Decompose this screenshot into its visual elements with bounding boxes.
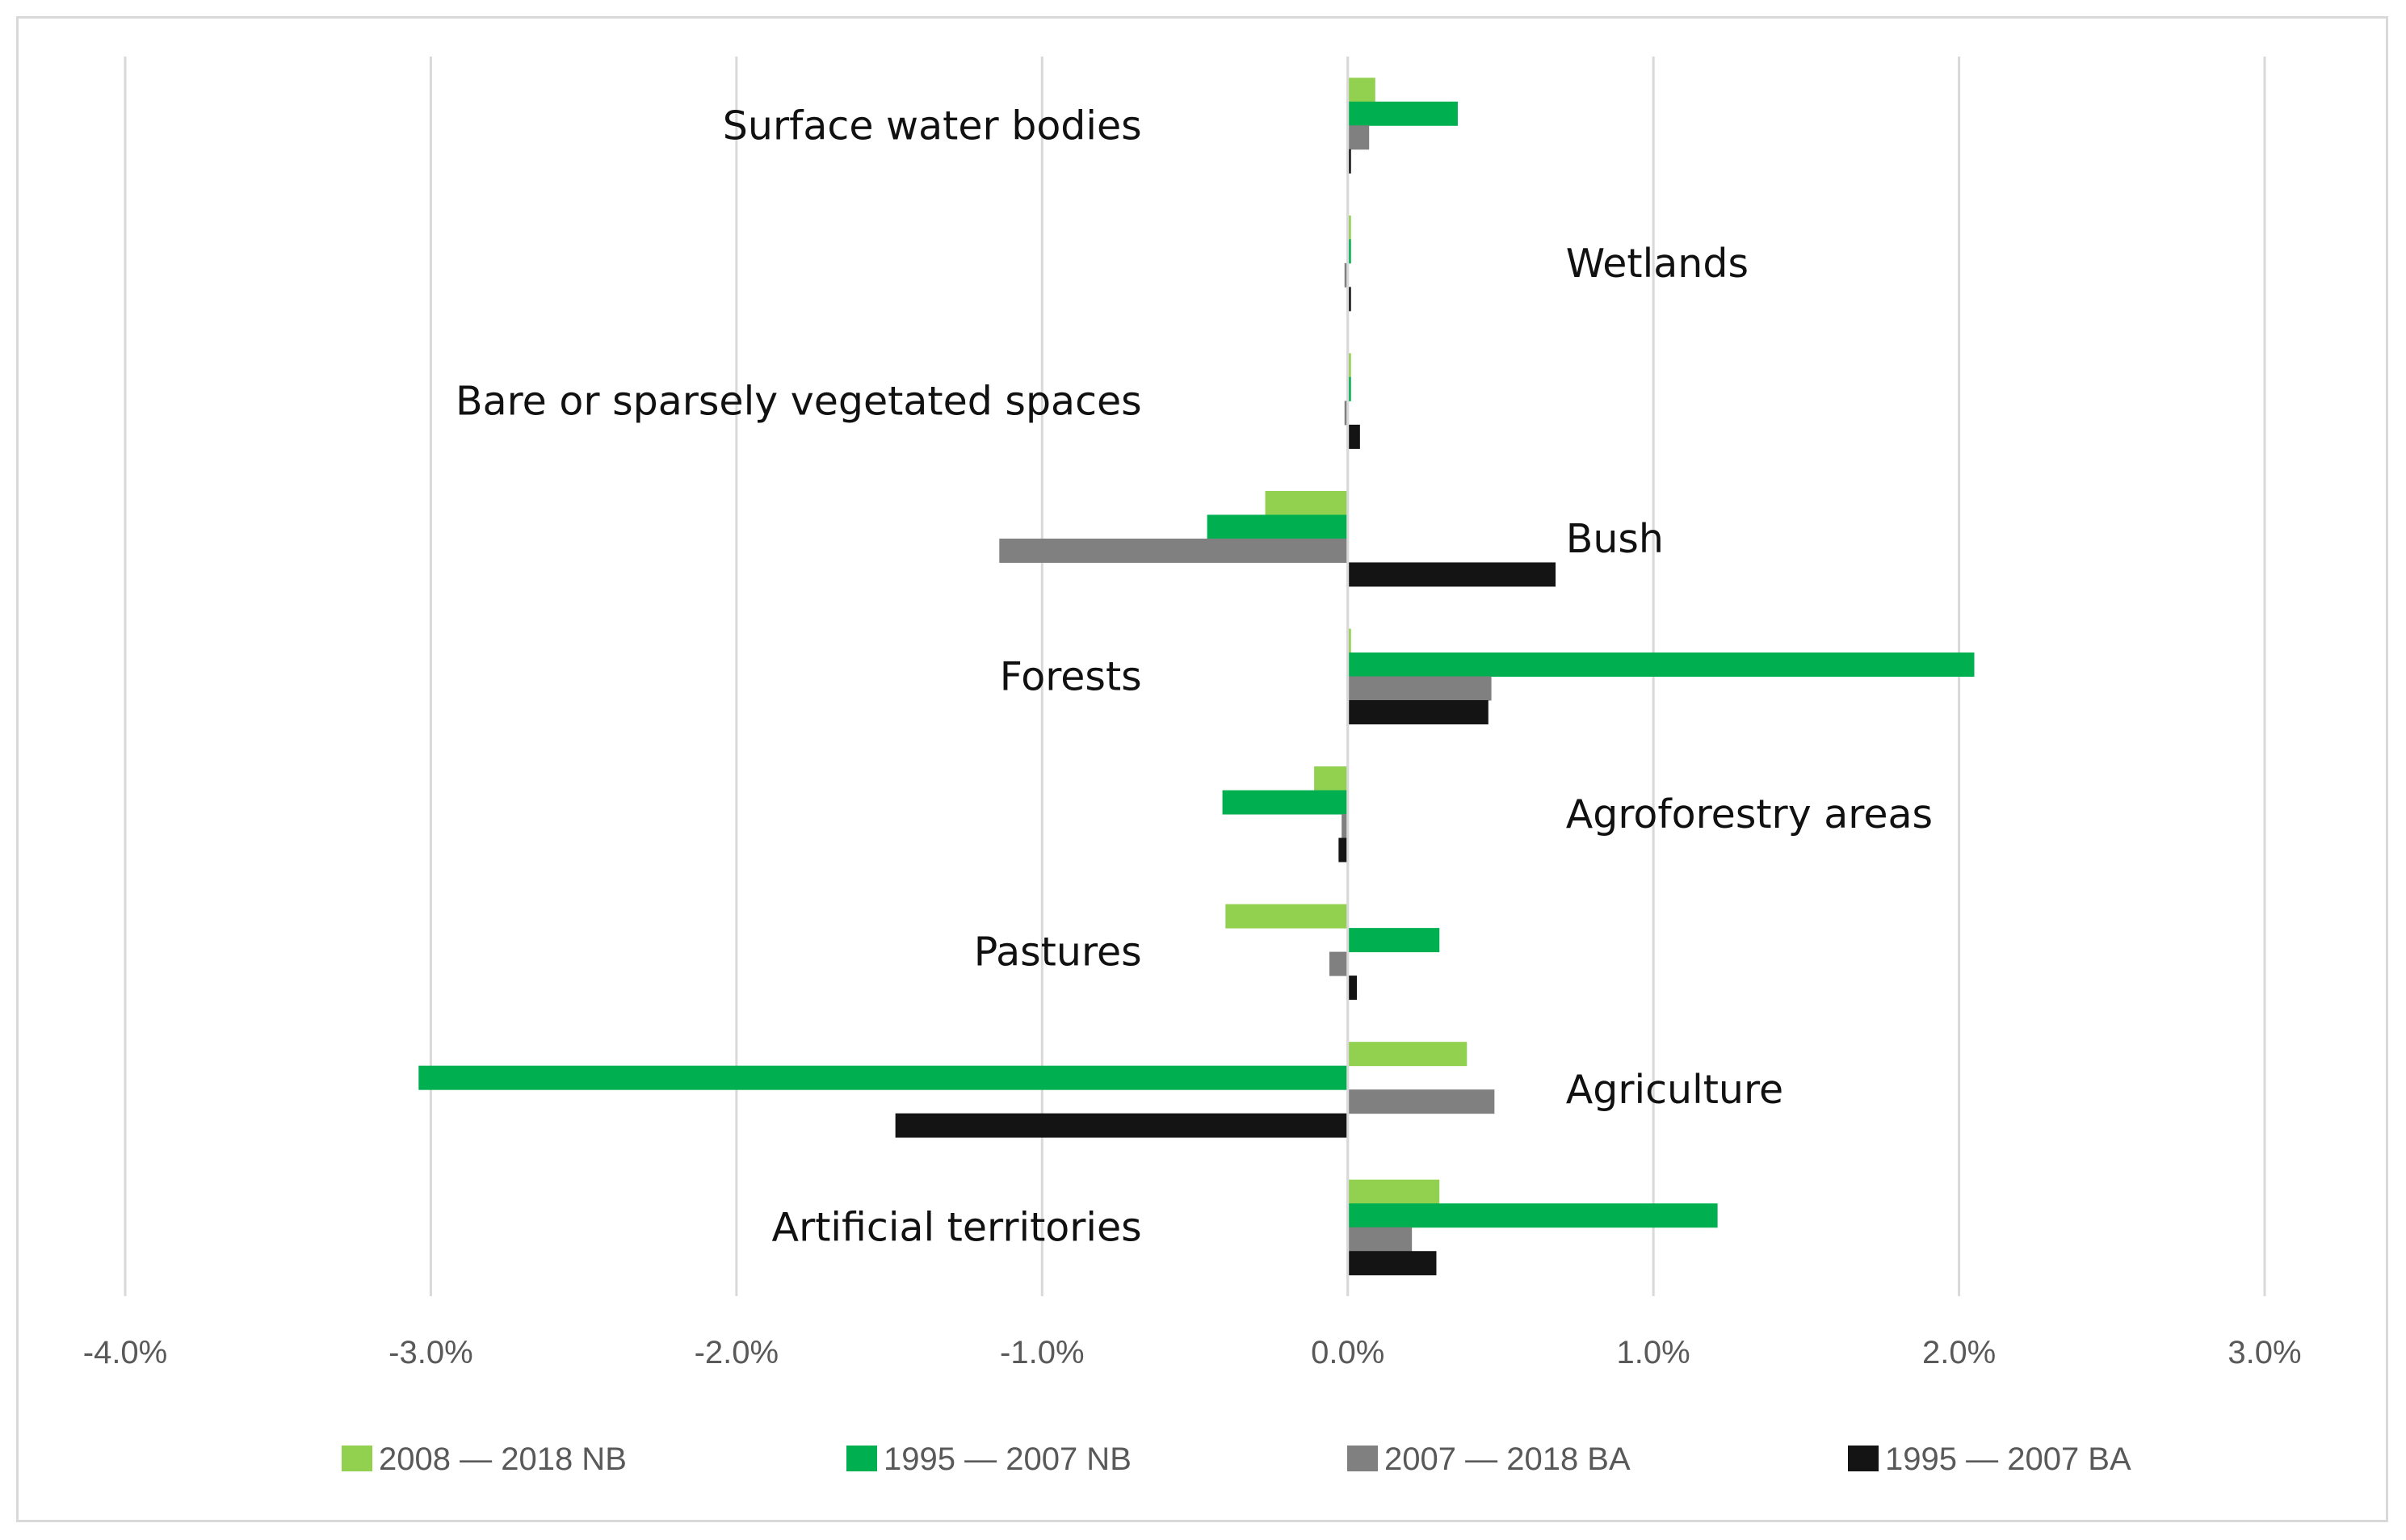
bar — [1342, 814, 1348, 839]
bar — [1347, 78, 1375, 103]
bar — [1225, 904, 1348, 929]
category-label: Agroforestry areas — [1566, 791, 1933, 837]
category-label: Surface water bodies — [723, 103, 1142, 149]
category-label: Pastures — [974, 929, 1142, 976]
bar — [1347, 653, 1975, 677]
category-label: Artificial territories — [772, 1205, 1142, 1251]
x-tick-label: 3.0% — [2228, 1335, 2301, 1370]
x-tick-label: 2.0% — [1922, 1335, 1996, 1370]
bar — [1222, 790, 1348, 815]
legend-swatch — [342, 1446, 372, 1471]
bar — [1347, 376, 1351, 401]
bar — [1347, 215, 1351, 240]
bar — [1347, 928, 1440, 953]
bar — [1338, 837, 1348, 862]
category-label: Forests — [1000, 654, 1142, 700]
bar — [1347, 125, 1370, 150]
legend-label: 1995 — 2007 NB — [884, 1441, 1132, 1477]
bars — [418, 78, 1975, 1276]
bar — [1347, 1203, 1718, 1228]
bar — [1347, 676, 1492, 701]
category-label: Bare or sparsely vegetated spaces — [456, 378, 1142, 424]
x-tick-label: -4.0% — [83, 1335, 168, 1370]
bar — [418, 1065, 1348, 1090]
legend-label: 1995 — 2007 BA — [1885, 1441, 2131, 1477]
bar — [1347, 1227, 1413, 1252]
bar — [1347, 287, 1351, 312]
bar — [895, 1113, 1348, 1138]
legend-swatch — [1347, 1446, 1378, 1471]
x-tick-label: -2.0% — [695, 1335, 779, 1370]
bar — [1347, 1251, 1437, 1276]
x-axis: -4.0% -3.0% -2.0% -1.0% 0.0% 1.0% 2.0% 3.0% — [83, 57, 2302, 1370]
bar — [1207, 514, 1348, 539]
bar — [1347, 628, 1351, 653]
category-label: Agriculture — [1566, 1067, 1783, 1113]
bar — [1347, 562, 1556, 587]
chart-frame — [16, 16, 2388, 1522]
bar — [1347, 353, 1351, 378]
x-tick-label: 1.0% — [1617, 1335, 1690, 1370]
bar — [1314, 766, 1348, 791]
bar — [1344, 401, 1348, 426]
x-tick-label: -1.0% — [1000, 1335, 1085, 1370]
bar — [1344, 262, 1348, 287]
legend-label: 2008 — 2018 NB — [379, 1441, 627, 1477]
x-tick-label: 0.0% — [1311, 1335, 1384, 1370]
category-labels: Surface water bodies Wetlands Bare or spar… — [456, 103, 1933, 1250]
legend-swatch — [846, 1446, 877, 1471]
bar — [999, 538, 1348, 563]
bar — [1347, 101, 1458, 126]
bar — [1347, 1089, 1495, 1114]
category-label: Bush — [1566, 516, 1664, 562]
bar — [1265, 490, 1348, 515]
legend: 2008 — 2018 NB 1995 — 2007 NB 2007 — 2018 … — [342, 1441, 2131, 1477]
legend-label: 2007 — 2018 BA — [1384, 1441, 1631, 1477]
bar — [1347, 424, 1360, 449]
bar — [1347, 1179, 1440, 1204]
bar — [1347, 700, 1489, 724]
x-tick-label: -3.0% — [388, 1335, 473, 1370]
bar — [1347, 976, 1358, 1001]
bar — [1347, 239, 1351, 264]
bar — [1347, 149, 1351, 174]
bar — [1347, 1042, 1468, 1067]
bar — [1329, 951, 1348, 976]
legend-swatch — [1848, 1446, 1879, 1471]
category-label: Wetlands — [1566, 241, 1749, 287]
